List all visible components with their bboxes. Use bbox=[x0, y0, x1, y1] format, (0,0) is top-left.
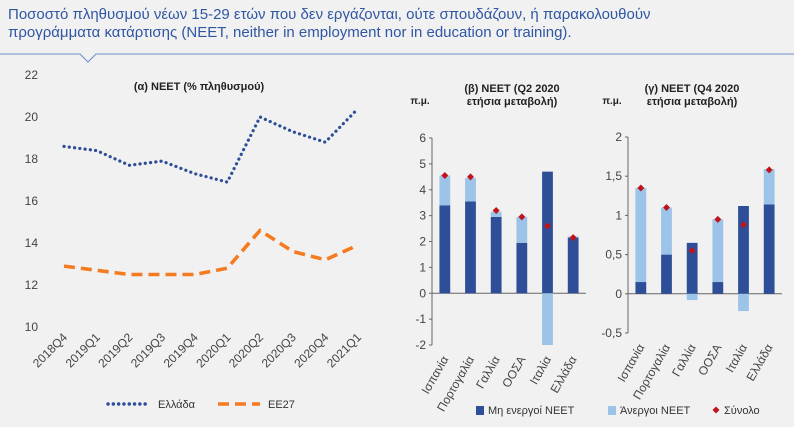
bar-segment bbox=[712, 219, 724, 283]
bar-segment bbox=[635, 282, 647, 294]
x-tick-label: Ιταλία bbox=[527, 353, 554, 386]
x-tick-label: 2019Q1 bbox=[63, 330, 103, 370]
y-tick-label: 2 bbox=[615, 130, 622, 144]
bar-segment bbox=[661, 254, 672, 294]
legend-label: Ελλάδα bbox=[158, 399, 196, 411]
y-tick-label: 12 bbox=[25, 278, 39, 292]
y-tick-label: 1,5 bbox=[605, 169, 622, 183]
x-tick-label: 2019Q4 bbox=[161, 330, 201, 370]
y-tick-label: 0 bbox=[419, 286, 426, 300]
y-tick-label: -0,5 bbox=[601, 326, 622, 340]
y-tick-label: 2 bbox=[419, 235, 426, 249]
unit-label: π.μ. bbox=[410, 96, 430, 107]
total-marker bbox=[688, 247, 696, 255]
legend-label: Άνεργοι NEET bbox=[620, 405, 691, 417]
bar-segment bbox=[738, 293, 749, 312]
legend-label: Μη ενεργοί NEET bbox=[488, 405, 575, 417]
y-tick-label: 18 bbox=[25, 152, 39, 166]
bar-segment bbox=[439, 175, 451, 206]
series-line-eu27 bbox=[63, 228, 359, 277]
x-tick-label: 2020Q2 bbox=[226, 330, 266, 370]
y-tick-label: 22 bbox=[25, 68, 39, 82]
total-marker bbox=[740, 221, 747, 229]
x-tick-label: 2019Q3 bbox=[128, 330, 168, 370]
bar-segment bbox=[516, 216, 528, 243]
bar-segment bbox=[439, 205, 451, 294]
y-tick-label: 6 bbox=[419, 131, 426, 145]
bar-segment bbox=[465, 201, 476, 294]
bar-segment bbox=[516, 242, 528, 294]
legend-label: ΕΕ27 bbox=[268, 399, 295, 411]
x-tick-label: 2018Q4 bbox=[30, 330, 70, 370]
y-tick-label: 20 bbox=[25, 110, 39, 124]
y-tick-label: 5 bbox=[419, 157, 426, 171]
x-tick-label: 2020Q3 bbox=[259, 330, 299, 370]
legend-swatch bbox=[476, 406, 484, 415]
x-tick-label: 2020Q4 bbox=[291, 330, 331, 370]
bar-segment bbox=[465, 178, 476, 202]
y-tick-label: -1 bbox=[415, 312, 426, 326]
y-tick-label: 1 bbox=[419, 260, 426, 274]
unit-label: π.μ. bbox=[602, 96, 622, 107]
x-tick-label: Ιταλία bbox=[723, 341, 750, 374]
y-tick-label: 10 bbox=[25, 320, 39, 334]
bar-segment bbox=[542, 171, 553, 294]
total-marker bbox=[714, 215, 722, 223]
bar-segment bbox=[763, 169, 775, 205]
headline-line-1: Ποσοστό πληθυσμού νέων 15-29 ετών που δε… bbox=[8, 6, 651, 23]
total-marker bbox=[467, 173, 474, 181]
bar-chart-title: ετήσια μεταβολή) bbox=[647, 96, 738, 108]
legend-swatch bbox=[608, 406, 616, 415]
bar-segment bbox=[635, 187, 647, 283]
y-tick-label: 16 bbox=[25, 194, 39, 208]
bar-segment bbox=[542, 293, 553, 345]
series-line-greece bbox=[62, 106, 360, 184]
bar-chart-title: (γ) NEET (Q4 2020 bbox=[645, 83, 740, 95]
line-chart-title: (α) NEET (% πληθυσμού) bbox=[134, 81, 265, 93]
bar-segment bbox=[686, 293, 698, 301]
total-marker bbox=[637, 184, 645, 192]
x-tick-label: ΟΟΣΑ bbox=[499, 354, 528, 391]
x-tick-label: 2019Q2 bbox=[95, 330, 135, 370]
bar-chart-title: ετήσια μεταβολή) bbox=[467, 96, 558, 108]
total-marker bbox=[765, 166, 773, 174]
bar-segment bbox=[490, 211, 502, 217]
x-tick-label: Γαλλία bbox=[669, 341, 699, 378]
total-marker bbox=[663, 204, 670, 212]
bar-segment bbox=[763, 204, 775, 294]
x-tick-label: 2020Q1 bbox=[193, 330, 233, 370]
y-tick-label: 4 bbox=[419, 183, 426, 197]
total-marker bbox=[544, 222, 551, 230]
legend-swatch bbox=[712, 406, 720, 414]
title-underline bbox=[0, 53, 794, 63]
x-tick-label: Γαλλία bbox=[473, 353, 503, 390]
x-tick-label: 2021Q1 bbox=[324, 330, 364, 370]
legend-label: Σύνολο bbox=[724, 405, 760, 417]
bar-chart-title: (β) NEET (Q2 2020 bbox=[464, 83, 559, 95]
y-tick-label: 1 bbox=[615, 208, 622, 222]
bar-segment bbox=[738, 205, 749, 294]
y-tick-label: 0,5 bbox=[605, 248, 622, 262]
y-tick-label: 0 bbox=[615, 287, 622, 301]
bar-segment bbox=[567, 237, 579, 294]
x-tick-label: ΟΟΣΑ bbox=[695, 342, 724, 379]
bar-segment bbox=[686, 242, 698, 294]
bar-segment bbox=[490, 216, 502, 294]
total-marker bbox=[441, 172, 449, 180]
bar-segment bbox=[661, 207, 672, 255]
total-marker bbox=[492, 206, 500, 214]
bar-segment bbox=[712, 282, 724, 294]
headline: Ποσοστό πληθυσμού νέων 15-29 ετών που δε… bbox=[8, 6, 788, 42]
y-tick-label: -2 bbox=[415, 338, 426, 352]
headline-line-2: προγράμματα κατάρτισης (NEET, neither in… bbox=[8, 24, 572, 41]
total-marker bbox=[569, 234, 577, 242]
y-tick-label: 14 bbox=[25, 236, 39, 250]
y-tick-label: 3 bbox=[419, 209, 426, 223]
total-marker bbox=[518, 213, 526, 221]
